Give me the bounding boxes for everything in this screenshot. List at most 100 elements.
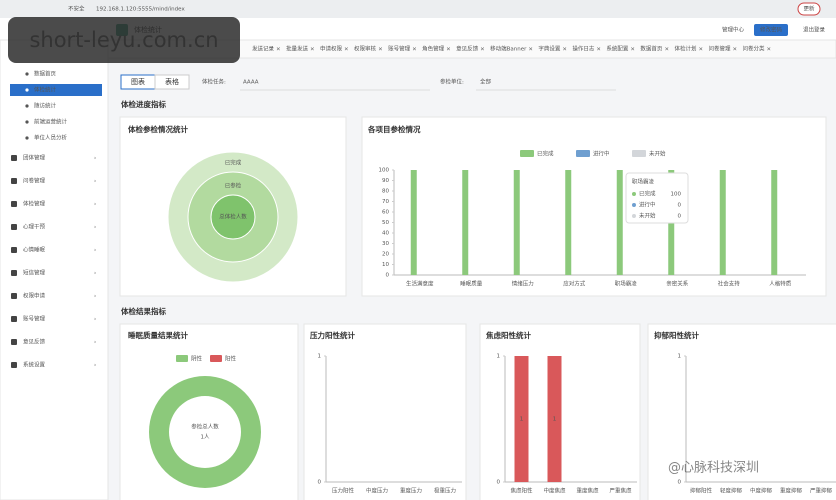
y-tick-label: 1 — [678, 354, 682, 360]
tab[interactable]: 问卷分类 — [742, 45, 765, 53]
legend-swatch — [632, 150, 646, 157]
header-link[interactable]: 管理中心 — [722, 26, 745, 34]
sidebar-group[interactable]: 心理干预 — [23, 223, 46, 231]
group-arrow: › — [94, 156, 96, 162]
group-arrow: › — [94, 202, 96, 208]
card — [303, 323, 467, 500]
tab-close[interactable]: × — [596, 47, 601, 53]
card-title: 焦虑阳性统计 — [485, 330, 531, 340]
sidebar-group[interactable]: 系统设置 — [23, 361, 46, 369]
header-link[interactable]: 退出登录 — [803, 26, 826, 34]
bar — [410, 170, 417, 275]
sidebar-item[interactable]: 前端运营统计 — [34, 118, 68, 126]
view-toggle[interactable] — [154, 74, 190, 90]
x-tick-label: 抑郁阳性 — [690, 487, 713, 495]
tab-close[interactable]: × — [698, 47, 703, 53]
sidebar-group[interactable]: 心情睡眠 — [23, 246, 46, 254]
x-tick-label: 重度焦虑 — [576, 487, 599, 495]
tab-close[interactable]: × — [664, 47, 669, 53]
tab[interactable]: 权限审核 — [354, 45, 377, 53]
tab[interactable]: 发送记录 — [252, 45, 275, 53]
tab-close[interactable]: × — [446, 47, 451, 53]
bar-value-label: 1 — [553, 417, 557, 423]
unit-select[interactable]: 全部 — [480, 78, 492, 86]
sidebar-group[interactable]: 意见反馈 — [23, 338, 46, 346]
tab[interactable]: 体检计划 — [674, 45, 696, 53]
tab[interactable]: 角色管理 — [422, 45, 445, 53]
bar — [513, 170, 520, 275]
tab-close[interactable]: × — [378, 47, 383, 53]
update-label[interactable]: 更新 — [803, 5, 815, 13]
view-label[interactable]: 图表 — [131, 77, 145, 86]
item-dot — [25, 120, 29, 124]
view-label[interactable]: 表格 — [165, 77, 179, 86]
card-title: 睡眠质量结果统计 — [128, 330, 188, 340]
legend-label: 阳性 — [225, 355, 237, 363]
sidebar-group[interactable]: 短信管理 — [23, 269, 46, 277]
y-tick-label: 10 — [382, 262, 389, 268]
y-tick-label: 1 — [318, 354, 322, 360]
tab-close[interactable]: × — [276, 47, 281, 53]
tab[interactable]: 移动端Banner — [490, 45, 527, 53]
tab[interactable]: 数据首页 — [640, 45, 663, 53]
tab[interactable]: 系统配置 — [606, 45, 629, 53]
ring-label: 已完成 — [225, 159, 242, 167]
bar — [547, 356, 562, 482]
bar — [565, 170, 572, 275]
card-title: 压力阳性统计 — [310, 330, 355, 340]
legend-swatch — [576, 150, 590, 157]
tab-close[interactable]: × — [310, 47, 315, 53]
tab-close[interactable]: × — [480, 47, 485, 53]
tab-close[interactable]: × — [562, 47, 567, 53]
group-icon — [11, 270, 17, 276]
tab-close[interactable]: × — [412, 47, 417, 53]
y-tick-label: 0 — [318, 480, 322, 486]
x-tick-label: 重度抑郁 — [780, 487, 803, 495]
sidebar-item[interactable]: 随访统计 — [34, 102, 57, 110]
sidebar-item[interactable]: 体检统计 — [34, 86, 57, 94]
x-tick-label: 重度压力 — [400, 487, 422, 495]
sidebar-item[interactable]: 单位人员分析 — [34, 134, 68, 142]
group-arrow: › — [94, 271, 96, 277]
donut-center-value: 1人 — [201, 434, 210, 441]
x-tick-label: 严重焦虑 — [609, 487, 632, 495]
y-tick-label: 0 — [386, 273, 390, 279]
tab[interactable]: 问卷管理 — [708, 45, 731, 53]
header-link[interactable]: 修改密码 — [760, 26, 783, 34]
y-tick-label: 90 — [382, 178, 389, 184]
tooltip-name: 已完成 — [639, 190, 656, 198]
sidebar-group[interactable]: 团体管理 — [23, 154, 46, 162]
header-button[interactable] — [754, 24, 788, 36]
tab[interactable]: 账号管理 — [388, 45, 411, 53]
task-select[interactable]: AAAA — [243, 80, 259, 86]
bar-value-label: 1 — [520, 417, 524, 423]
ring-label: 总体检人数 — [219, 213, 247, 221]
ring-label: 已参检 — [225, 182, 242, 190]
corner-watermark: @心脉科技深圳 — [668, 461, 759, 476]
donut-segment — [149, 376, 261, 488]
tooltip-name: 进行中 — [639, 201, 656, 209]
sidebar-group[interactable]: 体检管理 — [23, 200, 46, 208]
tab-close[interactable]: × — [732, 47, 737, 53]
tab-close[interactable]: × — [630, 47, 635, 53]
tab-close[interactable]: × — [344, 47, 349, 53]
group-icon — [11, 224, 17, 230]
tab[interactable]: 申请权限 — [320, 45, 343, 53]
tab[interactable]: 操作日志 — [572, 45, 595, 53]
tab[interactable]: 字典设置 — [538, 45, 561, 53]
unit-label: 参检单位: — [440, 78, 464, 86]
item-dot — [25, 136, 29, 140]
x-tick-label: 中度抑郁 — [750, 487, 773, 495]
bar — [616, 170, 623, 275]
tab[interactable]: 批量发送 — [286, 45, 309, 53]
update-button[interactable] — [797, 2, 821, 16]
tab-close[interactable]: × — [766, 47, 771, 53]
sidebar-item[interactable]: 数据首页 — [34, 70, 57, 78]
x-tick-label: 情绪压力 — [512, 280, 534, 288]
sidebar-group[interactable]: 账号管理 — [23, 315, 46, 323]
sidebar-group[interactable]: 问卷管理 — [23, 177, 46, 185]
tooltip — [625, 172, 689, 224]
sidebar-group[interactable]: 权限申请 — [23, 292, 46, 300]
tab-close[interactable]: × — [528, 47, 533, 53]
tab[interactable]: 意见反馈 — [456, 45, 479, 53]
